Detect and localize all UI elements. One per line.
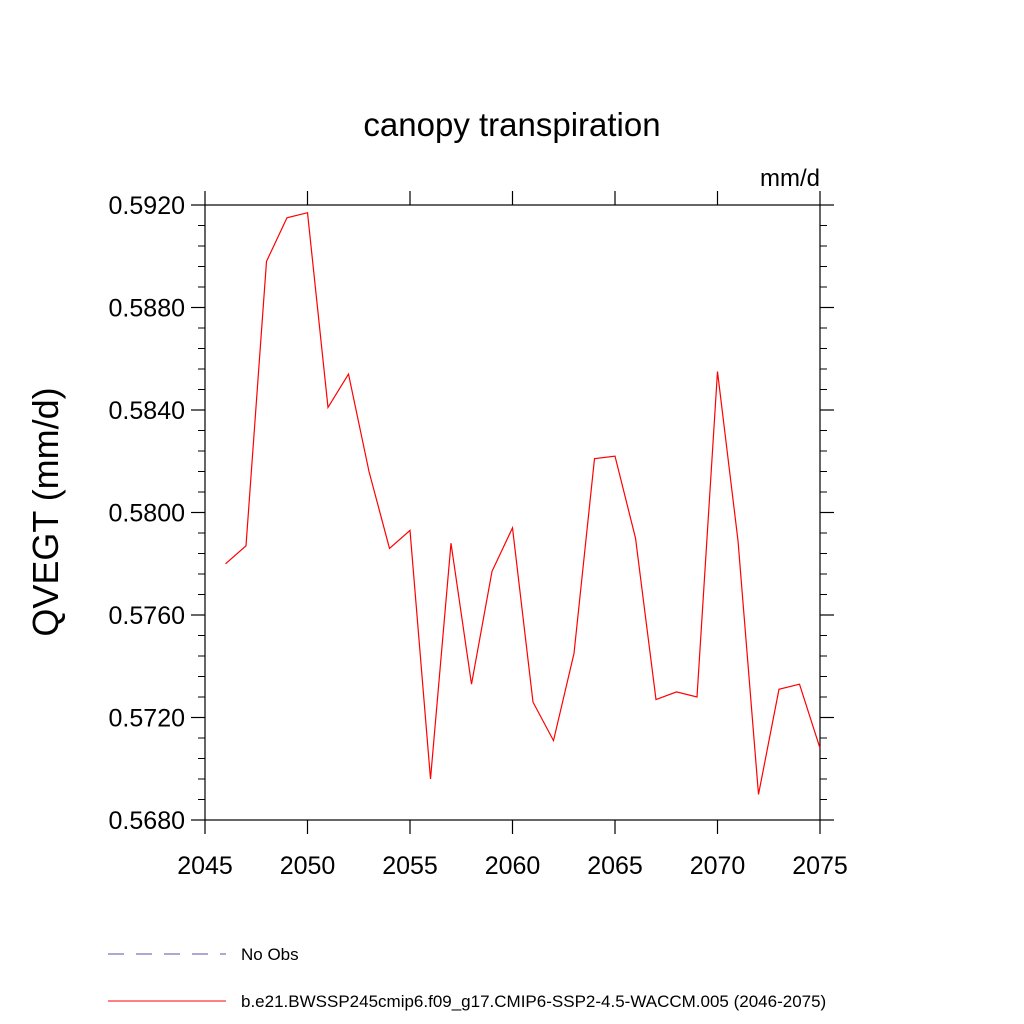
series-group bbox=[225, 211, 821, 795]
y-tick-label: 0.5720 bbox=[109, 705, 185, 733]
y-tick-label: 0.5760 bbox=[109, 602, 185, 630]
plot-frame bbox=[204, 204, 821, 821]
y-tick-label: 0.5880 bbox=[109, 295, 185, 323]
x-tick-label: 2055 bbox=[382, 852, 438, 880]
y-tick-labels: 0.5680 0.5720 0.5760 0.5800 0.5840 0.5880 0.59… bbox=[109, 192, 185, 835]
x-tick-labels: 2045 2050 2055 2060 2065 2070 2075 bbox=[177, 852, 848, 880]
major-ticks bbox=[191, 191, 834, 834]
y-tick-label: 0.5680 bbox=[109, 807, 185, 835]
x-tick-label: 2075 bbox=[792, 852, 848, 880]
y-tick-label: 0.5800 bbox=[109, 500, 185, 528]
y-tick-label: 0.5840 bbox=[109, 397, 185, 425]
series-line bbox=[225, 211, 821, 795]
legend: No Obs b.e21.BWSSP245cmip6.f09_g17.CMIP6-… bbox=[108, 945, 826, 1011]
x-tick-label: 2050 bbox=[280, 852, 336, 880]
legend-label: No Obs bbox=[241, 945, 299, 964]
units-label: mm/d bbox=[760, 165, 820, 192]
x-tick-label: 2065 bbox=[587, 852, 643, 880]
y-axis-label: QVEGT (mm/d) bbox=[25, 387, 66, 636]
x-tick-label: 2060 bbox=[485, 852, 541, 880]
legend-label: b.e21.BWSSP245cmip6.f09_g17.CMIP6-SSP2-4… bbox=[241, 992, 826, 1011]
minor-ticks bbox=[198, 204, 827, 821]
x-tick-label: 2070 bbox=[690, 852, 746, 880]
chart-title: canopy transpiration bbox=[363, 106, 660, 143]
x-tick-label: 2045 bbox=[177, 852, 233, 880]
y-tick-label: 0.5920 bbox=[109, 192, 185, 220]
